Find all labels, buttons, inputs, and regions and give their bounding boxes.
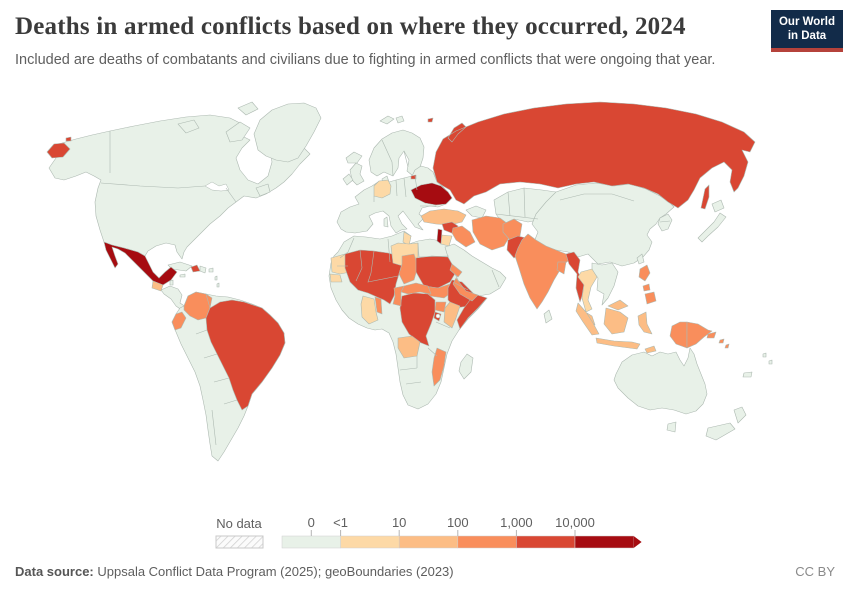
country-madagascar[interactable] xyxy=(458,353,474,380)
country-germany[interactable] xyxy=(373,179,392,199)
country-senegal[interactable] xyxy=(329,273,343,283)
country-scandinavia[interactable] xyxy=(368,129,425,177)
country-russia[interactable] xyxy=(46,101,756,209)
country-jamaica[interactable] xyxy=(179,273,186,278)
country-svalbard[interactable] xyxy=(379,115,405,125)
country-newfoundland[interactable] xyxy=(255,183,271,197)
country-haiti[interactable] xyxy=(190,264,201,273)
data-source: Data source: Uppsala Conflict Data Progr… xyxy=(15,564,454,579)
country-borders xyxy=(100,131,671,446)
country-mozambique[interactable] xyxy=(431,347,447,387)
country-belize[interactable] xyxy=(169,279,174,286)
country-eritrea[interactable] xyxy=(449,263,463,278)
country-benin-togo[interactable] xyxy=(374,296,383,315)
owid-logo[interactable]: Our World in Data xyxy=(771,10,843,52)
country-mali-burkina-niger-nigeria[interactable] xyxy=(344,249,403,305)
country-west-papua[interactable] xyxy=(669,321,688,349)
country-iraq[interactable] xyxy=(451,225,476,248)
country-cameroon[interactable] xyxy=(392,285,405,307)
page-subtitle: Included are deaths of combatants and ci… xyxy=(15,52,716,68)
legend-no-data-swatch[interactable] xyxy=(215,535,264,549)
legend-tick-label: 1,000 xyxy=(500,515,533,530)
license-badge[interactable]: CC BY xyxy=(795,564,835,579)
country-sakhalin[interactable] xyxy=(700,184,710,210)
country-kaliningrad[interactable] xyxy=(410,174,417,180)
country-new-zealand[interactable] xyxy=(705,406,747,441)
country-iceland[interactable] xyxy=(345,151,363,164)
country-vietnam-laos-cambodia[interactable] xyxy=(591,262,619,306)
country-lesser-antilles[interactable] xyxy=(214,275,220,288)
footer: Data source: Uppsala Conflict Data Progr… xyxy=(15,564,835,579)
country-ghana[interactable] xyxy=(360,295,379,325)
legend-bin-swatch[interactable] xyxy=(516,535,576,549)
country-australia[interactable] xyxy=(613,347,708,415)
owid-logo-line1: Our World xyxy=(778,16,835,28)
legend-tick-label: 10 xyxy=(392,515,406,530)
legend-tick-label: 10,000 xyxy=(555,515,595,530)
great-lakes xyxy=(204,181,230,192)
country-chad[interactable] xyxy=(398,253,419,285)
country-dr-congo[interactable] xyxy=(399,292,436,347)
country-pacific-islands[interactable] xyxy=(742,352,773,378)
country-caucasus[interactable] xyxy=(465,205,487,219)
country-ecuador[interactable] xyxy=(171,311,187,331)
legend-tick-label: <1 xyxy=(333,515,348,530)
legend-tick-label: 100 xyxy=(447,515,469,530)
legend-bin-swatch[interactable] xyxy=(574,535,634,549)
country-ukraine[interactable] xyxy=(410,182,453,206)
country-puerto-rico[interactable] xyxy=(208,267,214,273)
country-canadian-arctic[interactable] xyxy=(177,101,259,143)
country-uganda[interactable] xyxy=(434,301,447,313)
country-jordan[interactable] xyxy=(440,234,453,247)
owid-logo-line2: in Data xyxy=(787,30,827,43)
country-greenland[interactable] xyxy=(253,102,322,163)
legend-tick-label: 0 xyxy=(308,515,315,530)
legend-bin-swatch[interactable] xyxy=(281,535,341,549)
legend-bin-swatch[interactable] xyxy=(457,535,517,549)
country-sri-lanka[interactable] xyxy=(543,309,553,324)
legend-no-data-label: No data xyxy=(216,516,262,531)
country-korea[interactable] xyxy=(657,213,673,232)
data-source-label: Data source: xyxy=(15,564,94,579)
country-tasmania[interactable] xyxy=(666,421,677,433)
country-iran[interactable] xyxy=(471,215,511,251)
country-guatemala[interactable] xyxy=(151,280,164,292)
country-somalia[interactable] xyxy=(456,293,488,330)
country-bangladesh[interactable] xyxy=(556,261,567,275)
country-china-mongolia[interactable] xyxy=(531,182,675,267)
country-yemen[interactable] xyxy=(452,277,479,302)
country-japan[interactable] xyxy=(697,199,727,243)
country-thailand[interactable] xyxy=(577,268,598,313)
country-dominican-republic[interactable] xyxy=(199,265,207,274)
legend-arrow xyxy=(633,536,642,548)
lake-victoria xyxy=(435,313,441,319)
country-united-kingdom[interactable] xyxy=(349,162,365,186)
page-title: Deaths in armed conflicts based on where… xyxy=(15,13,686,40)
country-indonesia[interactable] xyxy=(575,302,657,354)
country-turkey[interactable] xyxy=(420,208,467,226)
country-taiwan[interactable] xyxy=(636,253,645,265)
country-philippines[interactable] xyxy=(638,264,657,305)
country-myanmar[interactable] xyxy=(565,251,585,303)
data-source-text: Uppsala Conflict Data Program (2025); ge… xyxy=(93,564,454,579)
country-afghanistan[interactable] xyxy=(502,218,523,241)
legend-bin-swatch[interactable] xyxy=(398,535,459,549)
legend-bin-swatch[interactable] xyxy=(340,535,400,549)
country-central-african-republic[interactable] xyxy=(400,282,432,295)
map-legend: No data 0 <1 10 100 1,000 10,000 xyxy=(215,515,642,549)
country-ireland[interactable] xyxy=(342,173,354,186)
country-papua-new-guinea[interactable] xyxy=(686,321,730,349)
